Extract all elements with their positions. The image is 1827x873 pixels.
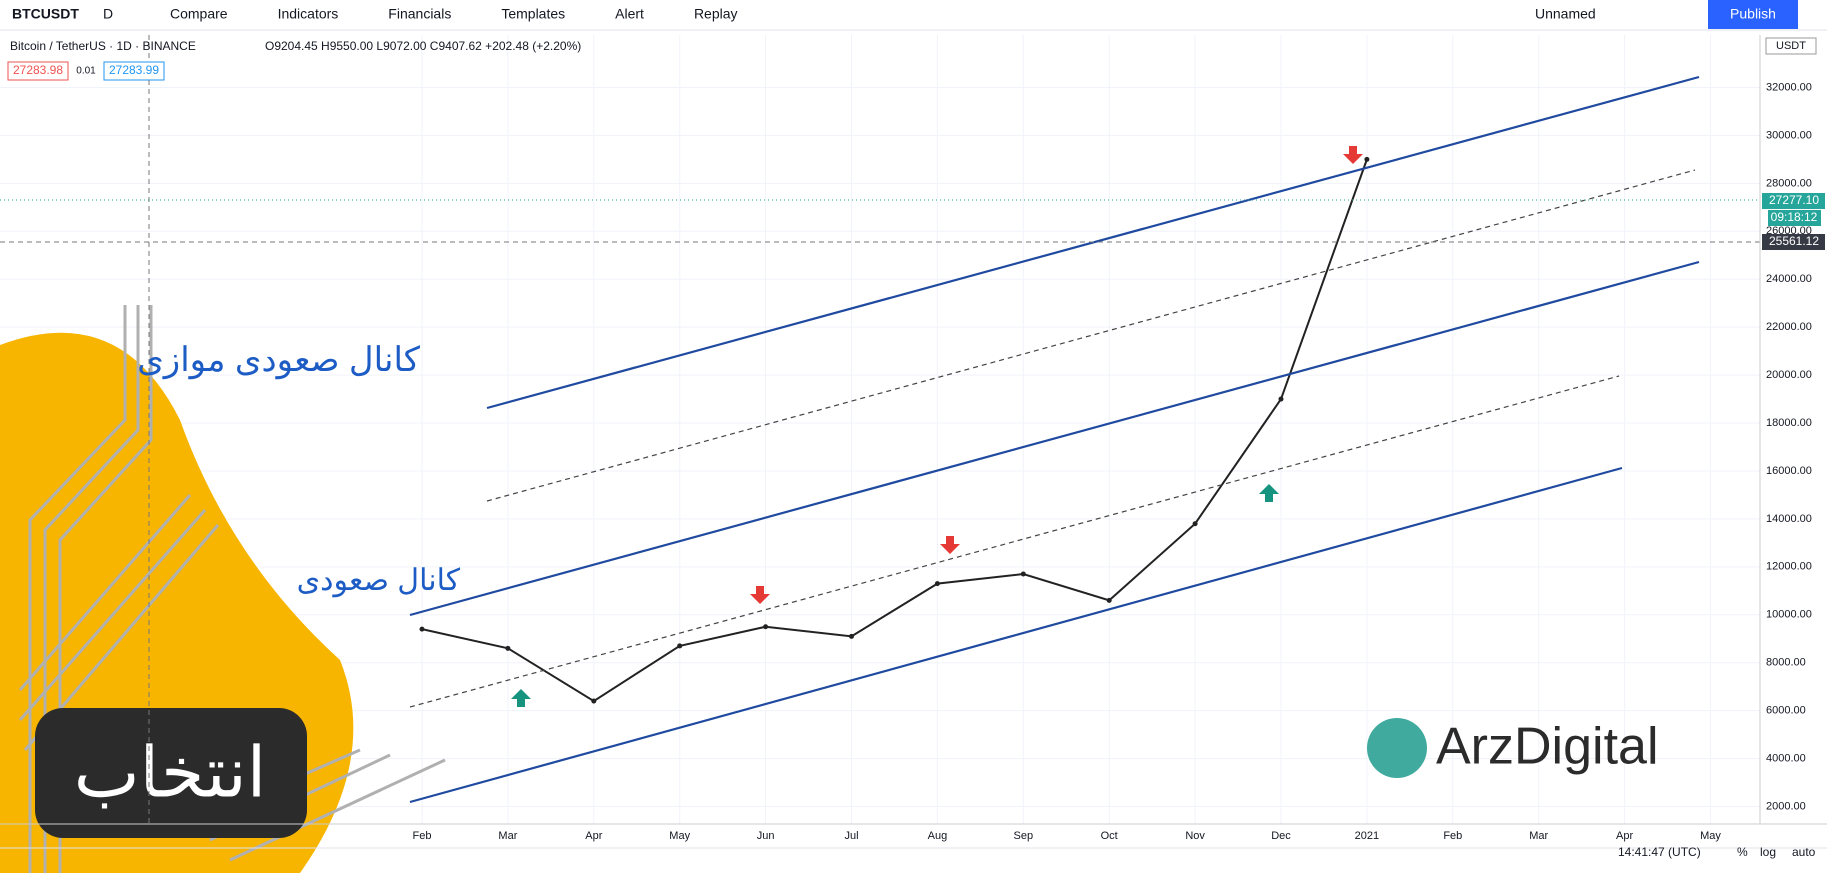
price-line (421, 159, 1368, 703)
y-tick-label: 32000.00 (1766, 81, 1812, 93)
ask: 27283.99 (109, 63, 159, 77)
status-percent[interactable]: % (1737, 845, 1748, 859)
bid: 27283.98 (13, 63, 63, 77)
price-point (1278, 396, 1284, 402)
price-point (419, 626, 425, 632)
currency-box (1765, 37, 1817, 55)
symbol[interactable]: BTCUSDT (12, 6, 79, 22)
toolbar-button[interactable]: Financials (388, 6, 451, 22)
y-tick-label: 10000.00 (1766, 609, 1812, 621)
y-tick-label: 6000.00 (1766, 705, 1806, 717)
price-point (1364, 156, 1370, 162)
logo-text: انتخاب (74, 733, 266, 811)
y-tick-label: 20000.00 (1766, 369, 1812, 381)
x-tick-label: May (669, 830, 690, 842)
price-point (1020, 571, 1026, 577)
countdown: 09:18:12 (1771, 210, 1818, 224)
y-tick-label: 24000.00 (1766, 273, 1812, 285)
currency: USDT (1776, 40, 1806, 52)
x-tick-label: Mar (1529, 830, 1548, 842)
y-tick-label: 8000.00 (1766, 657, 1806, 669)
toolbar (0, 0, 1827, 30)
brand-icon (1367, 718, 1427, 778)
buy-arrows (511, 484, 1279, 707)
interval[interactable]: D (103, 6, 113, 22)
channel-midlines (409, 169, 1696, 708)
crosshair-price: 25561.12 (1769, 234, 1819, 248)
price-point (1106, 597, 1112, 603)
channel-lines (409, 75, 1700, 804)
y-tick-label: 14000.00 (1766, 513, 1812, 525)
toolbar-button[interactable]: Alert (615, 6, 644, 22)
brand-text: ArzDigital (1436, 718, 1659, 776)
x-tick-label: Jul (844, 830, 858, 842)
crosshair-box (1762, 234, 1825, 250)
legend-title: Bitcoin / TetherUS · 1D · BINANCE (10, 39, 196, 53)
countdown-box (1768, 210, 1821, 226)
y-tick-label: 28000.00 (1766, 177, 1812, 189)
y-tick-label: 16000.00 (1766, 465, 1812, 477)
y-tick-label: 22000.00 (1766, 321, 1812, 333)
x-tick-label: Nov (1185, 830, 1205, 842)
price-point (591, 698, 597, 704)
logo-box (35, 708, 307, 838)
x-tick-label: Jun (757, 830, 775, 842)
ask-box (103, 61, 165, 81)
sell-arrows (750, 146, 1363, 604)
x-tick-label: Oct (1101, 830, 1118, 842)
y-tick-label: 2000.00 (1766, 800, 1806, 812)
y-tick-label: 4000.00 (1766, 752, 1806, 764)
x-tick-label: Mar (498, 830, 517, 842)
x-tick-label: Sep (1014, 830, 1034, 842)
y-tick-label: 26000.00 (1766, 225, 1812, 237)
x-tick-label: Feb (1443, 830, 1462, 842)
publish-label[interactable]: Publish (1730, 6, 1776, 22)
status-log[interactable]: log (1760, 845, 1776, 859)
x-tick-label: Dec (1271, 830, 1291, 842)
last-price: 27277.10 (1769, 193, 1819, 207)
price-axis (1760, 35, 1827, 825)
legend-ohlc: O9204.45 H9550.00 L9072.00 C9407.62 +202… (265, 39, 581, 53)
x-tick-label: Apr (585, 830, 602, 842)
toolbar-button[interactable]: Compare (170, 6, 228, 22)
price-point (763, 624, 769, 630)
last-price-box (1762, 193, 1825, 209)
price-point (1192, 521, 1198, 527)
x-tick-label: Feb (413, 830, 432, 842)
spread: 0.01 (76, 66, 96, 77)
price-point (505, 645, 511, 651)
x-tick-label: 2021 (1355, 830, 1379, 842)
brand: ArzDigital (1367, 718, 1659, 778)
x-tick-label: May (1700, 830, 1721, 842)
y-tick-label: 18000.00 (1766, 417, 1812, 429)
y-tick-label: 12000.00 (1766, 561, 1812, 573)
annotation: کانال صعودی (297, 564, 461, 598)
bid-box (7, 61, 69, 81)
price-point (677, 643, 683, 649)
layout-name[interactable]: Unnamed (1535, 6, 1596, 22)
x-tick-label: Aug (928, 830, 948, 842)
status-auto[interactable]: auto (1792, 845, 1816, 859)
annotation: کانال صعودی موازی (137, 341, 421, 380)
x-tick-label: Apr (1616, 830, 1633, 842)
toolbar-button[interactable]: Replay (694, 6, 738, 22)
publish-button[interactable] (1708, 0, 1798, 29)
toolbar-button[interactable]: Indicators (278, 6, 339, 22)
price-point (849, 633, 854, 639)
status-time: 14:41:47 (UTC) (1618, 845, 1701, 859)
toolbar-button[interactable]: Templates (501, 6, 565, 22)
price-point (934, 581, 940, 587)
y-tick-label: 30000.00 (1766, 129, 1812, 141)
